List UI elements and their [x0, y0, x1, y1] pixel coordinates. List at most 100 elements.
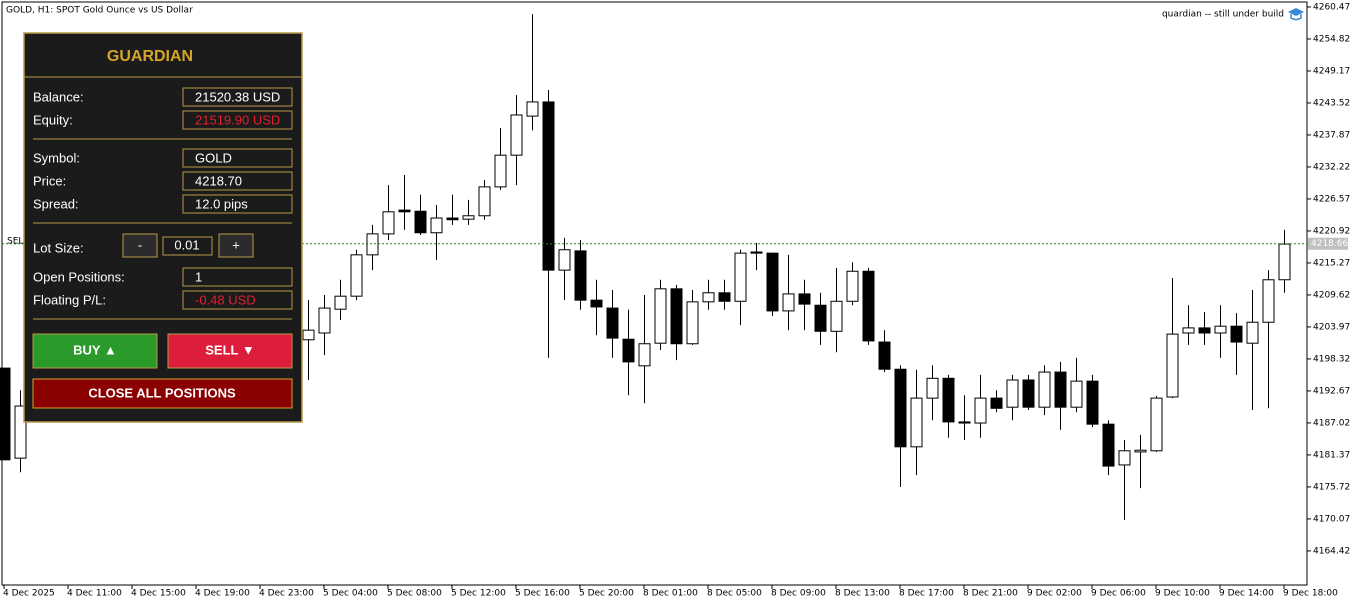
y-tick-label: 4226.57: [1313, 194, 1350, 204]
x-tick-label: 9 Dec 10:00: [1155, 589, 1210, 599]
candle-body: [1262, 279, 1275, 323]
candle-body: [398, 209, 411, 213]
balance-label: Balance:: [33, 89, 84, 104]
positions-value: 1: [195, 269, 202, 284]
panel-title: GUARDIAN: [107, 48, 193, 65]
y-tick-label: 4254.82: [1313, 34, 1350, 44]
candle-body: [830, 300, 843, 332]
y-tick-label: 4215.27: [1313, 258, 1350, 268]
equity-value: 21519.90 USD: [195, 112, 280, 127]
candle-body: [510, 114, 523, 156]
lot-plus-label: +: [232, 237, 240, 252]
candle-body: [526, 101, 539, 117]
y-tick-label: 4192.67: [1313, 386, 1350, 396]
candle-body: [1070, 380, 1083, 408]
x-tick-label: 5 Dec 20:00: [579, 589, 634, 599]
spread-value: 12.0 pips: [195, 196, 248, 211]
candle-body: [1150, 397, 1163, 452]
x-tick-label: 8 Dec 01:00: [643, 589, 698, 599]
x-tick-label: 4 Dec 15:00: [131, 589, 186, 599]
candle-body: [1054, 371, 1067, 408]
x-tick-label: 8 Dec 05:00: [707, 589, 762, 599]
current-price-box: [1308, 237, 1348, 250]
balance-box: [182, 87, 293, 107]
y-tick-label: 4181.37: [1313, 450, 1350, 460]
x-tick-label: 5 Dec 04:00: [323, 589, 378, 599]
pl-box: [182, 290, 293, 310]
candle-body: [702, 292, 715, 303]
candle-body: [894, 368, 907, 448]
candle-body: [718, 292, 731, 302]
lot-plus-button[interactable]: [218, 233, 254, 258]
price-label: Price:: [33, 173, 66, 188]
candle-body: [1022, 379, 1035, 408]
lot-input[interactable]: [162, 236, 213, 256]
equity-label: Equity:: [33, 112, 73, 127]
candle-body: [1006, 379, 1019, 408]
lot-value: 0.01: [174, 237, 199, 252]
candle-body: [990, 397, 1003, 409]
sell-button[interactable]: [167, 333, 293, 369]
close-all-label: CLOSE ALL POSITIONS: [88, 385, 236, 400]
lot-minus-label: -: [138, 237, 142, 252]
candle-body: [542, 101, 555, 271]
candle-body: [654, 288, 667, 344]
candle-body: [430, 217, 443, 234]
candle-body: [478, 186, 491, 217]
candle-body: [734, 252, 747, 302]
candle-body: [942, 377, 955, 423]
buy-label: BUY ▲: [73, 342, 117, 357]
y-tick-label: 4260.47: [1313, 2, 1350, 12]
y-tick-label: 4237.87: [1313, 130, 1350, 140]
x-tick-label: 4 Dec 11:00: [67, 589, 122, 599]
candle-body: [462, 215, 475, 220]
close-all-button[interactable]: [32, 378, 293, 409]
candle-body: [958, 421, 971, 424]
candle-body: [1102, 423, 1115, 467]
lot-label: Lot Size:: [33, 240, 84, 255]
x-tick-label: 8 Dec 17:00: [899, 589, 954, 599]
candle-body: [334, 295, 347, 310]
x-tick-label: 9 Dec 14:00: [1219, 589, 1274, 599]
x-tick-label: 4 Dec 2025: [3, 589, 55, 599]
trade-panel: GUARDIAN Balance: 21520.38 USD Equity: 2…: [23, 32, 303, 423]
candle-body: [686, 301, 699, 345]
symbol-box: [182, 148, 293, 168]
equity-box: [182, 110, 293, 130]
x-tick-label: 4 Dec 19:00: [195, 589, 250, 599]
candle-body: [926, 377, 939, 399]
x-tick-label: 9 Dec 02:00: [1027, 589, 1082, 599]
current-price-label: 4218.66: [1311, 239, 1348, 249]
lot-minus-button[interactable]: [122, 233, 158, 258]
x-tick-label: 8 Dec 21:00: [963, 589, 1018, 599]
x-tick-label: 5 Dec 12:00: [451, 589, 506, 599]
y-tick-label: 4232.22: [1313, 162, 1350, 172]
candle-body: [1198, 327, 1211, 334]
candle-body: [590, 299, 603, 308]
candle-body: [766, 252, 779, 312]
candle-body: [1182, 327, 1195, 334]
indicator-icon: [1288, 8, 1304, 21]
buy-button[interactable]: [32, 333, 158, 369]
y-tick-label: 4175.72: [1313, 482, 1350, 492]
candle-body: [574, 250, 587, 301]
symbol-label: GOLD, H1: SPOT Gold Ounce vs US Dollar: [6, 6, 193, 16]
candle-body: [878, 341, 891, 370]
y-tick-label: 4164.42: [1313, 546, 1350, 556]
candle-body: [414, 210, 427, 234]
spread-label: Spread:: [33, 196, 79, 211]
y-tick-label: 4209.62: [1313, 290, 1350, 300]
price-box: [182, 171, 293, 191]
x-tick-label: 4 Dec 23:00: [259, 589, 314, 599]
x-tick-label: 8 Dec 13:00: [835, 589, 890, 599]
indicator-label: quardian -- still under build: [1162, 10, 1284, 20]
y-tick-label: 4220.92: [1313, 226, 1350, 236]
pl-label: Floating P/L:: [33, 292, 106, 307]
candle-body: [638, 343, 651, 367]
candle-body: [1166, 333, 1179, 398]
positions-box: [182, 267, 293, 287]
candle-body: [318, 307, 331, 334]
candle-body: [798, 293, 811, 305]
candle-body: [494, 154, 507, 188]
